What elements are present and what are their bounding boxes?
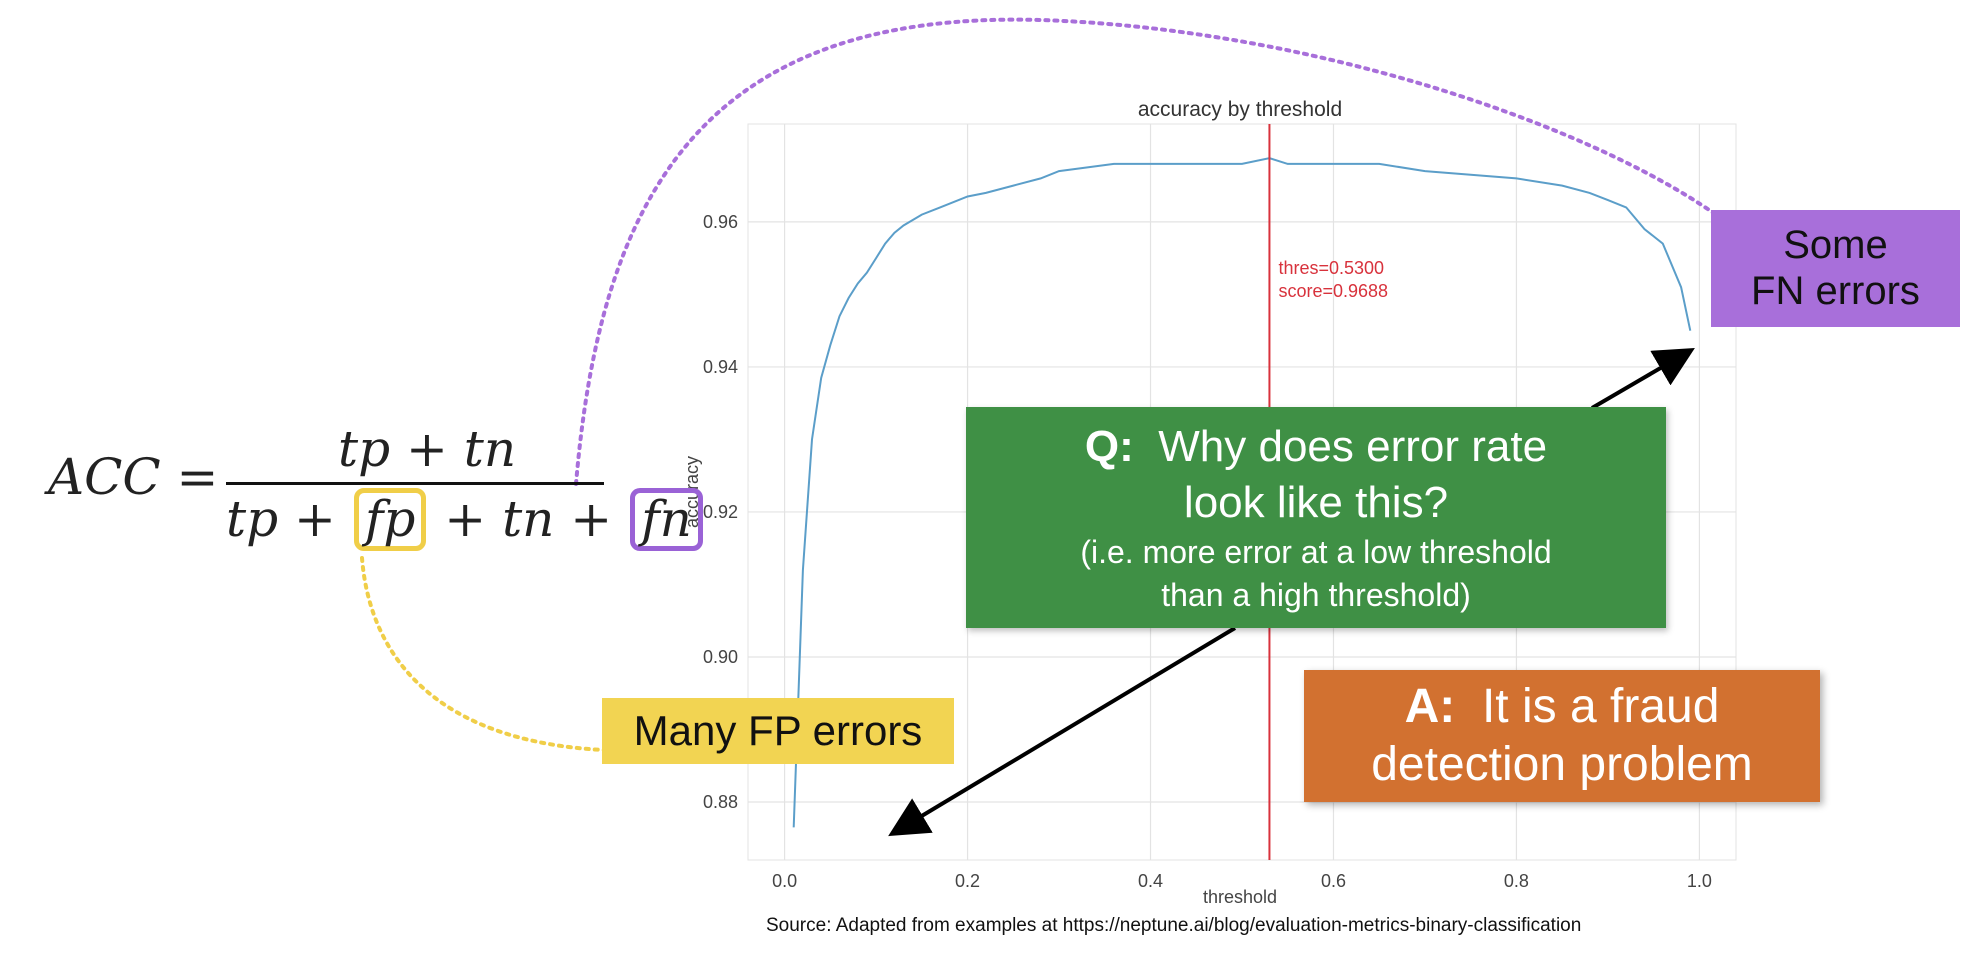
question-callout: Q: Why does error rate look like this? (…	[966, 407, 1666, 628]
fn-errors-callout: Some FN errors	[1711, 210, 1960, 327]
arrow-to-low-threshold	[888, 626, 1237, 837]
y-tick-label: 0.88	[703, 792, 738, 812]
fn-callout-line1: Some	[1783, 223, 1888, 267]
equals-sign: =	[176, 448, 219, 506]
plus-sign: +	[570, 490, 613, 548]
term-tn: tn	[502, 490, 555, 548]
score-label: score=0.9688	[1278, 281, 1388, 301]
chart-title: accuracy by threshold	[1138, 98, 1342, 121]
arrow-to-high-threshold	[1590, 347, 1695, 410]
x-tick-label: 0.6	[1321, 871, 1346, 891]
question-label: Q:	[1084, 422, 1134, 471]
x-tick-label: 0.8	[1504, 871, 1529, 891]
plus-sign: +	[294, 490, 336, 548]
x-tick-label: 0.4	[1138, 871, 1163, 891]
x-tick-label: 0.0	[772, 871, 797, 891]
formula-denominator: tp + fp + tn + fn	[226, 488, 705, 551]
answer-line2: detection problem	[1371, 738, 1753, 791]
question-sub2: than a high threshold)	[1161, 577, 1471, 613]
question-line1: Q: Why does error rate	[966, 419, 1666, 475]
x-tick-label: 0.2	[955, 871, 980, 891]
fp-connector-curve	[360, 556, 606, 752]
answer-label: A:	[1404, 680, 1456, 733]
fp-errors-callout: Many FP errors	[602, 698, 954, 764]
question-text-1: Why does error rate	[1158, 422, 1548, 471]
term-fp-highlighted: fp	[353, 488, 427, 551]
answer-callout: A: It is a fraud detection problem	[1304, 670, 1820, 802]
answer-text-1: It is a fraud	[1481, 680, 1720, 733]
fn-connector-curve	[574, 17, 1717, 486]
y-tick-label: 0.90	[703, 647, 738, 667]
question-line2: look like this?	[1183, 478, 1449, 527]
source-label: Source	[766, 915, 827, 936]
plus-sign: +	[444, 490, 487, 548]
term-fn-highlighted: fn	[630, 488, 703, 551]
answer-line1: A: It is a fraud	[1304, 678, 1820, 736]
accuracy-series-line	[792, 157, 1692, 828]
fraction-bar	[226, 482, 604, 485]
y-tick-label: 0.92	[703, 502, 738, 522]
question-sub1: (i.e. more error at a low threshold	[1080, 534, 1552, 570]
y-tick-label: 0.94	[703, 357, 738, 377]
source-text: : Adapted from examples at https://neptu…	[826, 915, 1582, 936]
y-tick-label: 0.96	[703, 212, 738, 232]
x-tick-label: 1.0	[1687, 871, 1712, 891]
source-citation: Source: Adapted from examples at https:/…	[766, 915, 1581, 937]
acc-symbol: ACC	[48, 448, 161, 506]
x-axis-label: threshold	[1203, 887, 1277, 907]
formula-numerator: tp + tn	[338, 420, 517, 478]
term-tp: tp	[226, 490, 279, 548]
fn-callout-line2: FN errors	[1751, 269, 1920, 313]
formula-lhs: ACC =	[48, 448, 218, 506]
threshold-label: thres=0.5300	[1278, 258, 1384, 278]
